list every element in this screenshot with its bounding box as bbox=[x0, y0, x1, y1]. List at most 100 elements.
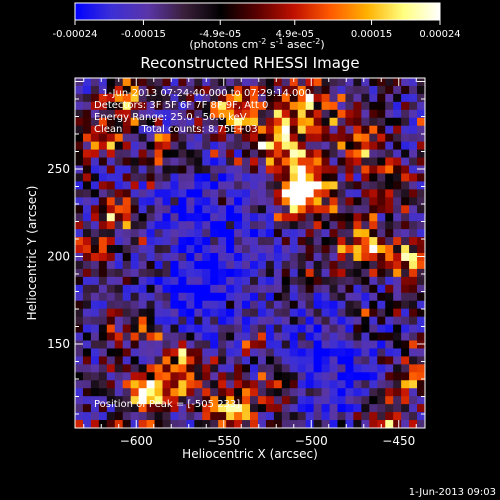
heatmap-cell bbox=[273, 372, 283, 381]
heatmap-cell bbox=[393, 260, 402, 270]
heatmap-cell bbox=[210, 324, 219, 333]
heatmap-cell bbox=[265, 348, 275, 357]
heatmap-cell bbox=[154, 189, 163, 198]
heatmap-cell bbox=[242, 221, 251, 230]
heatmap-cell bbox=[218, 237, 227, 246]
heatmap-cell bbox=[393, 420, 402, 428]
heatmap-cell bbox=[353, 149, 362, 158]
heatmap-cell bbox=[162, 253, 171, 262]
y-axis-title: Heliocentric Y (arcsec) bbox=[25, 186, 39, 321]
heatmap-cell bbox=[409, 213, 418, 222]
heatmap-cell bbox=[194, 221, 203, 230]
heatmap-cell bbox=[210, 78, 219, 87]
heatmap-cell bbox=[321, 412, 330, 421]
heatmap-cell bbox=[329, 356, 338, 365]
heatmap-cell bbox=[377, 300, 386, 310]
heatmap-cell bbox=[90, 292, 100, 302]
heatmap-cell bbox=[170, 85, 179, 95]
heatmap-cell bbox=[369, 292, 378, 302]
heatmap-cell bbox=[114, 165, 124, 174]
heatmap-cell bbox=[401, 237, 410, 246]
heatmap-cell bbox=[409, 404, 418, 413]
heatmap-cell bbox=[210, 356, 219, 365]
heatmap-cell bbox=[194, 181, 203, 190]
heatmap-cell bbox=[90, 364, 100, 373]
heatmap-cell bbox=[257, 348, 267, 357]
heatmap-cell bbox=[170, 237, 179, 246]
heatmap-cell bbox=[234, 332, 243, 341]
heatmap-cell bbox=[369, 284, 378, 294]
heatmap-cell bbox=[218, 181, 227, 190]
heatmap-cell bbox=[154, 300, 163, 310]
heatmap-cell bbox=[106, 165, 116, 174]
heatmap-cell bbox=[194, 380, 203, 389]
heatmap-cell bbox=[305, 356, 315, 365]
heatmap-cell bbox=[170, 181, 179, 190]
heatmap-cell bbox=[297, 284, 307, 294]
heatmap-cell bbox=[353, 356, 362, 365]
heatmap-cell bbox=[361, 276, 370, 286]
heatmap-cell bbox=[313, 356, 322, 365]
heatmap-cell bbox=[329, 117, 338, 127]
heatmap-cell bbox=[130, 253, 140, 262]
heatmap-cell bbox=[345, 324, 354, 333]
heatmap-cell bbox=[329, 78, 338, 87]
heatmap-cell bbox=[114, 109, 124, 119]
heatmap-cell bbox=[321, 292, 330, 302]
heatmap-cell bbox=[234, 284, 243, 294]
heatmap-cell bbox=[265, 221, 275, 230]
heatmap-cell bbox=[385, 101, 394, 111]
heatmap-cell bbox=[337, 78, 346, 87]
heatmap-cell bbox=[98, 308, 108, 318]
heatmap-cell bbox=[154, 229, 163, 238]
heatmap-cell bbox=[321, 268, 330, 278]
heatmap-cell bbox=[281, 181, 291, 190]
heatmap-cell bbox=[154, 245, 163, 254]
heatmap-cell bbox=[138, 181, 147, 190]
heatmap-cell bbox=[226, 380, 235, 389]
heatmap-cell bbox=[353, 268, 362, 278]
heatmap-cell bbox=[353, 125, 362, 135]
heatmap-cell bbox=[242, 324, 251, 333]
heatmap-cell bbox=[393, 165, 402, 174]
heatmap-cell bbox=[178, 364, 187, 373]
heatmap-cell bbox=[321, 165, 330, 174]
heatmap-cell bbox=[329, 388, 338, 397]
heatmap-cell bbox=[186, 181, 195, 190]
heatmap-cell bbox=[234, 109, 243, 119]
heatmap-cell bbox=[234, 420, 243, 428]
heatmap-cell bbox=[313, 109, 322, 119]
heatmap-cell bbox=[170, 221, 179, 230]
heatmap-cell bbox=[114, 276, 124, 286]
heatmap-cell bbox=[409, 292, 418, 302]
heatmap-cell bbox=[75, 117, 84, 127]
heatmap-cell bbox=[106, 324, 116, 333]
heatmap-cell bbox=[329, 133, 338, 143]
heatmap-cell bbox=[345, 149, 354, 158]
heatmap-cell bbox=[337, 93, 346, 103]
heatmap-cell bbox=[130, 324, 140, 333]
heatmap-cell bbox=[146, 93, 155, 103]
heatmap-cell bbox=[313, 78, 322, 87]
heatmap-cell bbox=[273, 78, 283, 87]
heatmap-cell bbox=[265, 324, 275, 333]
heatmap-cell bbox=[409, 268, 418, 278]
heatmap-cell bbox=[337, 245, 346, 254]
heatmap-cell bbox=[178, 85, 187, 95]
x-tick-label: −600 bbox=[120, 434, 153, 448]
heatmap-cell bbox=[385, 404, 394, 413]
heatmap-cell bbox=[130, 165, 140, 174]
heatmap-cell bbox=[90, 165, 100, 174]
heatmap-cell bbox=[194, 165, 203, 174]
heatmap-cell bbox=[90, 253, 100, 262]
heatmap-cell bbox=[265, 372, 275, 381]
heatmap-cell bbox=[130, 292, 140, 302]
heatmap-cell bbox=[82, 149, 92, 158]
heatmap-cell bbox=[257, 213, 267, 222]
heatmap-cell bbox=[281, 221, 291, 230]
heatmap-cell bbox=[114, 388, 124, 397]
heatmap-cell bbox=[122, 245, 132, 254]
heatmap-cell bbox=[297, 253, 307, 262]
heatmap-cell bbox=[369, 396, 378, 405]
heatmap-cell bbox=[321, 300, 330, 310]
